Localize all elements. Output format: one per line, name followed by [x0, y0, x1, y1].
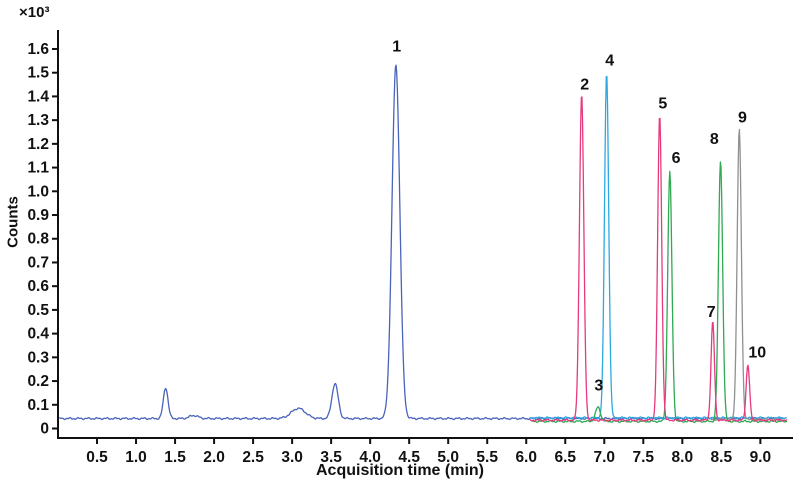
y-tick-label: 1.2 — [27, 136, 49, 153]
y-tick-label: 0.8 — [27, 231, 49, 248]
x-tick-label: 3.5 — [320, 449, 342, 466]
y-axis-unit-multiplier: ×10³ — [19, 4, 50, 21]
x-tick-label: 7.5 — [633, 449, 655, 466]
peak-label-10: 10 — [748, 344, 766, 361]
x-tick-label: 0.5 — [86, 449, 108, 466]
x-tick-label: 3.0 — [281, 449, 303, 466]
y-tick-label: 0.6 — [27, 278, 49, 295]
x-tick-label: 5.0 — [437, 449, 459, 466]
y-tick-label: 1.1 — [27, 160, 49, 177]
x-tick-label: 2.0 — [203, 449, 225, 466]
y-tick-label: 0.7 — [27, 254, 49, 271]
peak-label-6: 6 — [672, 150, 681, 167]
trace-pink — [529, 96, 788, 422]
peak-label-7: 7 — [707, 304, 716, 321]
x-tick-label: 8.0 — [672, 449, 694, 466]
y-tick-label: 0.4 — [27, 326, 49, 343]
peak-label-2: 2 — [580, 76, 589, 93]
trace-green — [531, 161, 788, 424]
peak-label-1: 1 — [392, 38, 401, 55]
y-tick-label: 0.3 — [27, 349, 49, 366]
y-tick-label: 1.3 — [27, 112, 49, 129]
peak-label-8: 8 — [710, 131, 719, 148]
x-tick-label: 6.5 — [554, 449, 576, 466]
x-tick-label: 7.0 — [593, 449, 615, 466]
y-tick-label: 0.9 — [27, 207, 49, 224]
y-tick-label: 0 — [40, 421, 49, 438]
y-tick-label: 0.2 — [27, 373, 49, 390]
x-tick-label: 8.5 — [711, 449, 733, 466]
x-tick-label: 5.5 — [476, 449, 498, 466]
y-tick-label: 1.0 — [27, 183, 49, 200]
peak-label-5: 5 — [658, 95, 667, 112]
peak-label-3: 3 — [594, 378, 603, 395]
peak-label-9: 9 — [738, 110, 747, 127]
x-tick-label: 1.5 — [164, 449, 186, 466]
y-tick-label: 1.6 — [27, 41, 49, 58]
trace-blue — [58, 64, 786, 421]
y-tick-label: 1.5 — [27, 65, 49, 82]
x-tick-label: 9.0 — [750, 449, 772, 466]
y-tick-label: 1.4 — [27, 88, 49, 105]
x-tick-label: 1.0 — [125, 449, 147, 466]
x-tick-label: 2.5 — [242, 449, 264, 466]
peak-label-4: 4 — [605, 53, 614, 70]
x-tick-label: 4.5 — [398, 449, 420, 466]
y-tick-label: 0.5 — [27, 302, 49, 319]
x-tick-label: 4.0 — [359, 449, 381, 466]
x-tick-label: 6.0 — [515, 449, 537, 466]
x-axis-title: Acquisition time (min) — [316, 462, 484, 479]
y-tick-label: 0.1 — [27, 397, 49, 414]
